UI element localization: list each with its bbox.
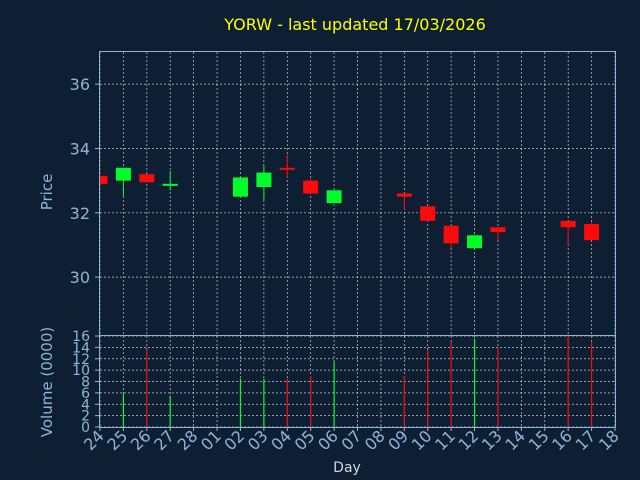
volume-y-tick-label: 6: [81, 386, 90, 402]
price-y-tick-label: 30: [70, 268, 90, 287]
price-axis-label: Price: [38, 174, 56, 211]
candle-body: [420, 206, 436, 221]
price-y-ticks: 30 32 34 36: [70, 75, 100, 287]
volume-y-tick-label: 4: [81, 397, 90, 413]
volume-y-tick-label: 2: [81, 409, 90, 425]
price-y-tick-label: 32: [70, 204, 90, 223]
candle-body: [467, 235, 483, 249]
volume-y-tick-label: 8: [81, 375, 90, 391]
price-grid: [99, 52, 616, 335]
candle-body: [396, 193, 412, 197]
volume-y-tick-label: 10: [72, 363, 90, 379]
candle-body: [115, 167, 131, 181]
volume-y-tick-label: 0: [81, 420, 90, 436]
candle-body: [443, 225, 459, 244]
volume-y-tick-label: 14: [72, 340, 90, 356]
candle-body: [100, 175, 108, 184]
price-y-tick-label: 34: [70, 139, 90, 158]
candle-body: [326, 190, 342, 204]
price-y-tick-label: 36: [70, 75, 90, 94]
candle-body: [232, 177, 248, 197]
volume-y-tick-label: 12: [72, 352, 90, 368]
candle-body: [303, 180, 319, 194]
volume-bars: [122, 336, 593, 427]
candle-body: [256, 172, 272, 188]
candle-body: [279, 167, 295, 170]
candle-body: [139, 174, 155, 183]
x-tick-label: 18: [595, 426, 623, 454]
volume-y-tick-label: 16: [72, 329, 90, 345]
candle-body: [490, 227, 506, 233]
volume-grid: [99, 335, 616, 428]
price-panel: 30 32 34 36 Price: [38, 51, 616, 336]
x-axis-label: Day: [333, 460, 361, 476]
candles: [99, 154, 600, 250]
candle-body: [584, 224, 600, 241]
candle-body: [560, 220, 576, 228]
volume-axis-label: Volume (0000): [38, 327, 56, 437]
x-axis-ticks: 2425262728010203040506070809101112131415…: [80, 426, 623, 454]
chart-title: YORW - last updated 17/03/2026: [223, 15, 486, 34]
candle-body: [162, 183, 178, 186]
